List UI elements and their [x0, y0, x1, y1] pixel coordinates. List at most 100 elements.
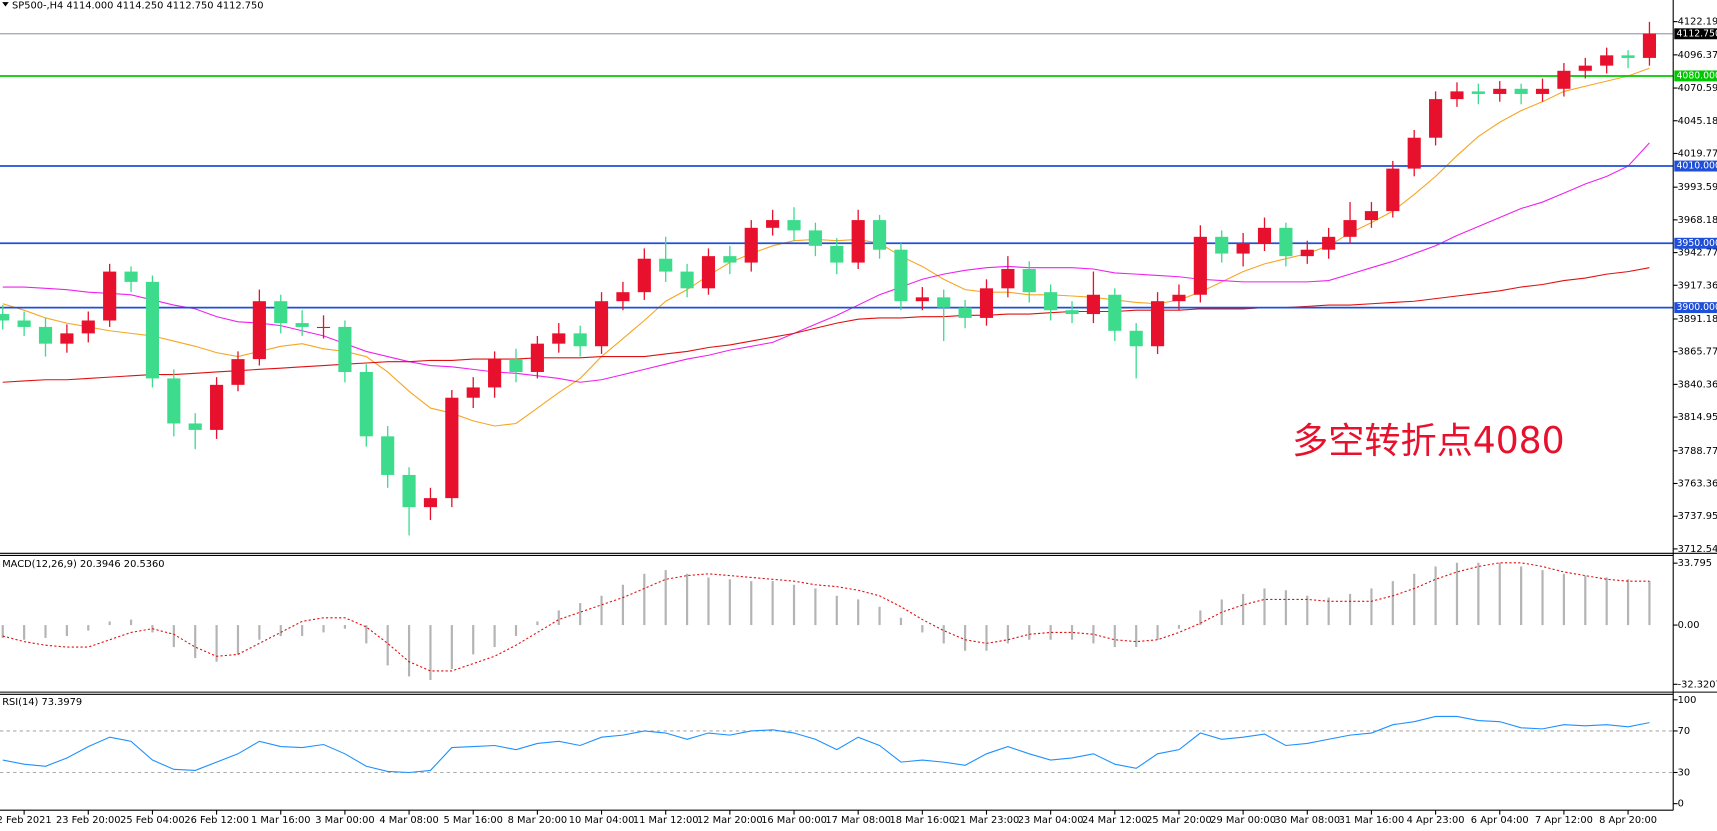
candle-body [958, 307, 972, 318]
x-tick-label: 23 Mar 04:00 [1018, 815, 1084, 826]
x-tick-label: 31 Mar 16:00 [1339, 815, 1405, 826]
y-tick-label: 3763.360 [1678, 479, 1717, 490]
x-tick-label: 21 Mar 23:00 [954, 815, 1020, 826]
candle-body [38, 326, 53, 344]
candle-body [530, 343, 544, 372]
level-label: 3950.000 [1676, 238, 1717, 249]
candle-body [894, 249, 908, 302]
candle-body [808, 230, 822, 246]
candle-body [1151, 301, 1165, 347]
x-tick-label: 17 Mar 08:00 [825, 815, 891, 826]
candle-body [274, 301, 288, 324]
candle-body [723, 256, 737, 263]
candle-body [1557, 70, 1571, 89]
candle-body [1300, 249, 1314, 257]
candle-body [1343, 220, 1357, 237]
macd-title: MACD(12,26,9) 20.3946 20.5360 [2, 559, 164, 570]
candle-body [680, 271, 694, 289]
moving-average [2, 267, 1650, 383]
candle-body [445, 397, 459, 499]
candle-body [295, 323, 309, 327]
candle-body [830, 245, 844, 263]
candle-body [60, 333, 74, 344]
candle-body [0, 314, 10, 321]
candle-body [488, 359, 502, 388]
y-tick-label: 4019.770 [1678, 148, 1717, 159]
candle-body [1386, 168, 1400, 212]
candle-body [744, 227, 758, 263]
candle-body [1450, 91, 1464, 100]
rsi-title: RSI(14) 73.3979 [2, 697, 82, 708]
y-tick-label: 70 [1678, 726, 1691, 737]
candle-body [1086, 294, 1100, 315]
y-tick-label: 100 [1678, 695, 1697, 706]
y-tick-label: -32.3207 [1678, 679, 1717, 690]
candle-body [252, 301, 266, 360]
y-tick-label: 4122.190 [1678, 17, 1717, 28]
x-tick-label: 18 Mar 16:00 [889, 815, 955, 826]
x-tick-label: 8 Mar 20:00 [508, 815, 567, 826]
candle-body [1471, 91, 1485, 94]
rsi-line [2, 715, 1650, 774]
candle-body [1108, 294, 1122, 331]
candle-body [381, 436, 395, 475]
candle-body [124, 271, 138, 282]
candle-body [573, 333, 587, 347]
x-tick-label: 23 Feb 20:00 [56, 815, 121, 826]
candle-body [1022, 269, 1036, 293]
y-tick-label: 4096.370 [1678, 50, 1717, 61]
candle-body [1044, 292, 1058, 311]
y-tick-label: 3788.770 [1678, 446, 1717, 457]
x-tick-label: 5 Mar 16:00 [444, 815, 503, 826]
level-label: 4080.000 [1676, 70, 1717, 81]
moving-average [2, 142, 1650, 383]
y-tick-label: 3814.950 [1678, 412, 1717, 423]
candle-body [1578, 65, 1592, 71]
candle-body [1065, 310, 1079, 315]
level-tag [1674, 302, 1717, 314]
y-tick-label: 3942.770 [1678, 248, 1717, 259]
y-tick-label: 3840.360 [1678, 379, 1717, 390]
level-label: 4112.750 [1676, 28, 1717, 39]
level-label: 3900.000 [1676, 302, 1717, 313]
x-tick-label: 25 Mar 20:00 [1146, 815, 1212, 826]
candle-body [851, 220, 865, 263]
x-tick-label: 3 Mar 00:00 [315, 815, 374, 826]
x-tick-label: 11 Mar 12:00 [633, 815, 699, 826]
chart-title: SP500-,H4 4114.000 4114.250 4112.750 411… [12, 0, 264, 11]
candle-body [766, 220, 780, 228]
x-tick-label: 12 Mar 20:00 [697, 815, 763, 826]
candle-body [659, 258, 673, 272]
candle-body [188, 423, 202, 430]
y-tick-label: 30 [1678, 768, 1691, 779]
plot-layer [0, 21, 1674, 774]
candle-body [231, 359, 245, 385]
candle-body [1514, 88, 1528, 94]
candle-body [701, 256, 716, 289]
x-tick-label: 29 Mar 00:00 [1210, 815, 1276, 826]
x-tick-label: 1 Mar 16:00 [251, 815, 310, 826]
candle-body [1600, 55, 1614, 66]
candle-body [1215, 236, 1229, 254]
candle-body [552, 333, 566, 344]
candle-body [1493, 88, 1507, 94]
x-tick-label: 25 Feb 04:00 [120, 815, 185, 826]
candle-body [1322, 236, 1336, 250]
x-tick-label: 4 Mar 08:00 [379, 815, 438, 826]
candle-body [1429, 99, 1443, 138]
y-tick-label: 4070.590 [1678, 83, 1717, 94]
x-tick-label: 7 Apr 12:00 [1535, 815, 1593, 826]
x-tick-label: 4 Apr 23:00 [1407, 815, 1465, 826]
candle-body [1407, 137, 1421, 169]
candle-body [402, 474, 416, 508]
candle-body [103, 271, 117, 321]
level-label: 4010.000 [1676, 161, 1717, 172]
x-tick-label: 2 Feb 2021 [0, 815, 52, 826]
menu-icon[interactable] [2, 2, 9, 7]
x-tick-label: 30 Mar 08:00 [1274, 815, 1340, 826]
candle-body [787, 220, 801, 231]
candle-body [979, 288, 994, 318]
x-tick-label: 10 Mar 04:00 [569, 815, 635, 826]
level-tag [1674, 28, 1717, 40]
